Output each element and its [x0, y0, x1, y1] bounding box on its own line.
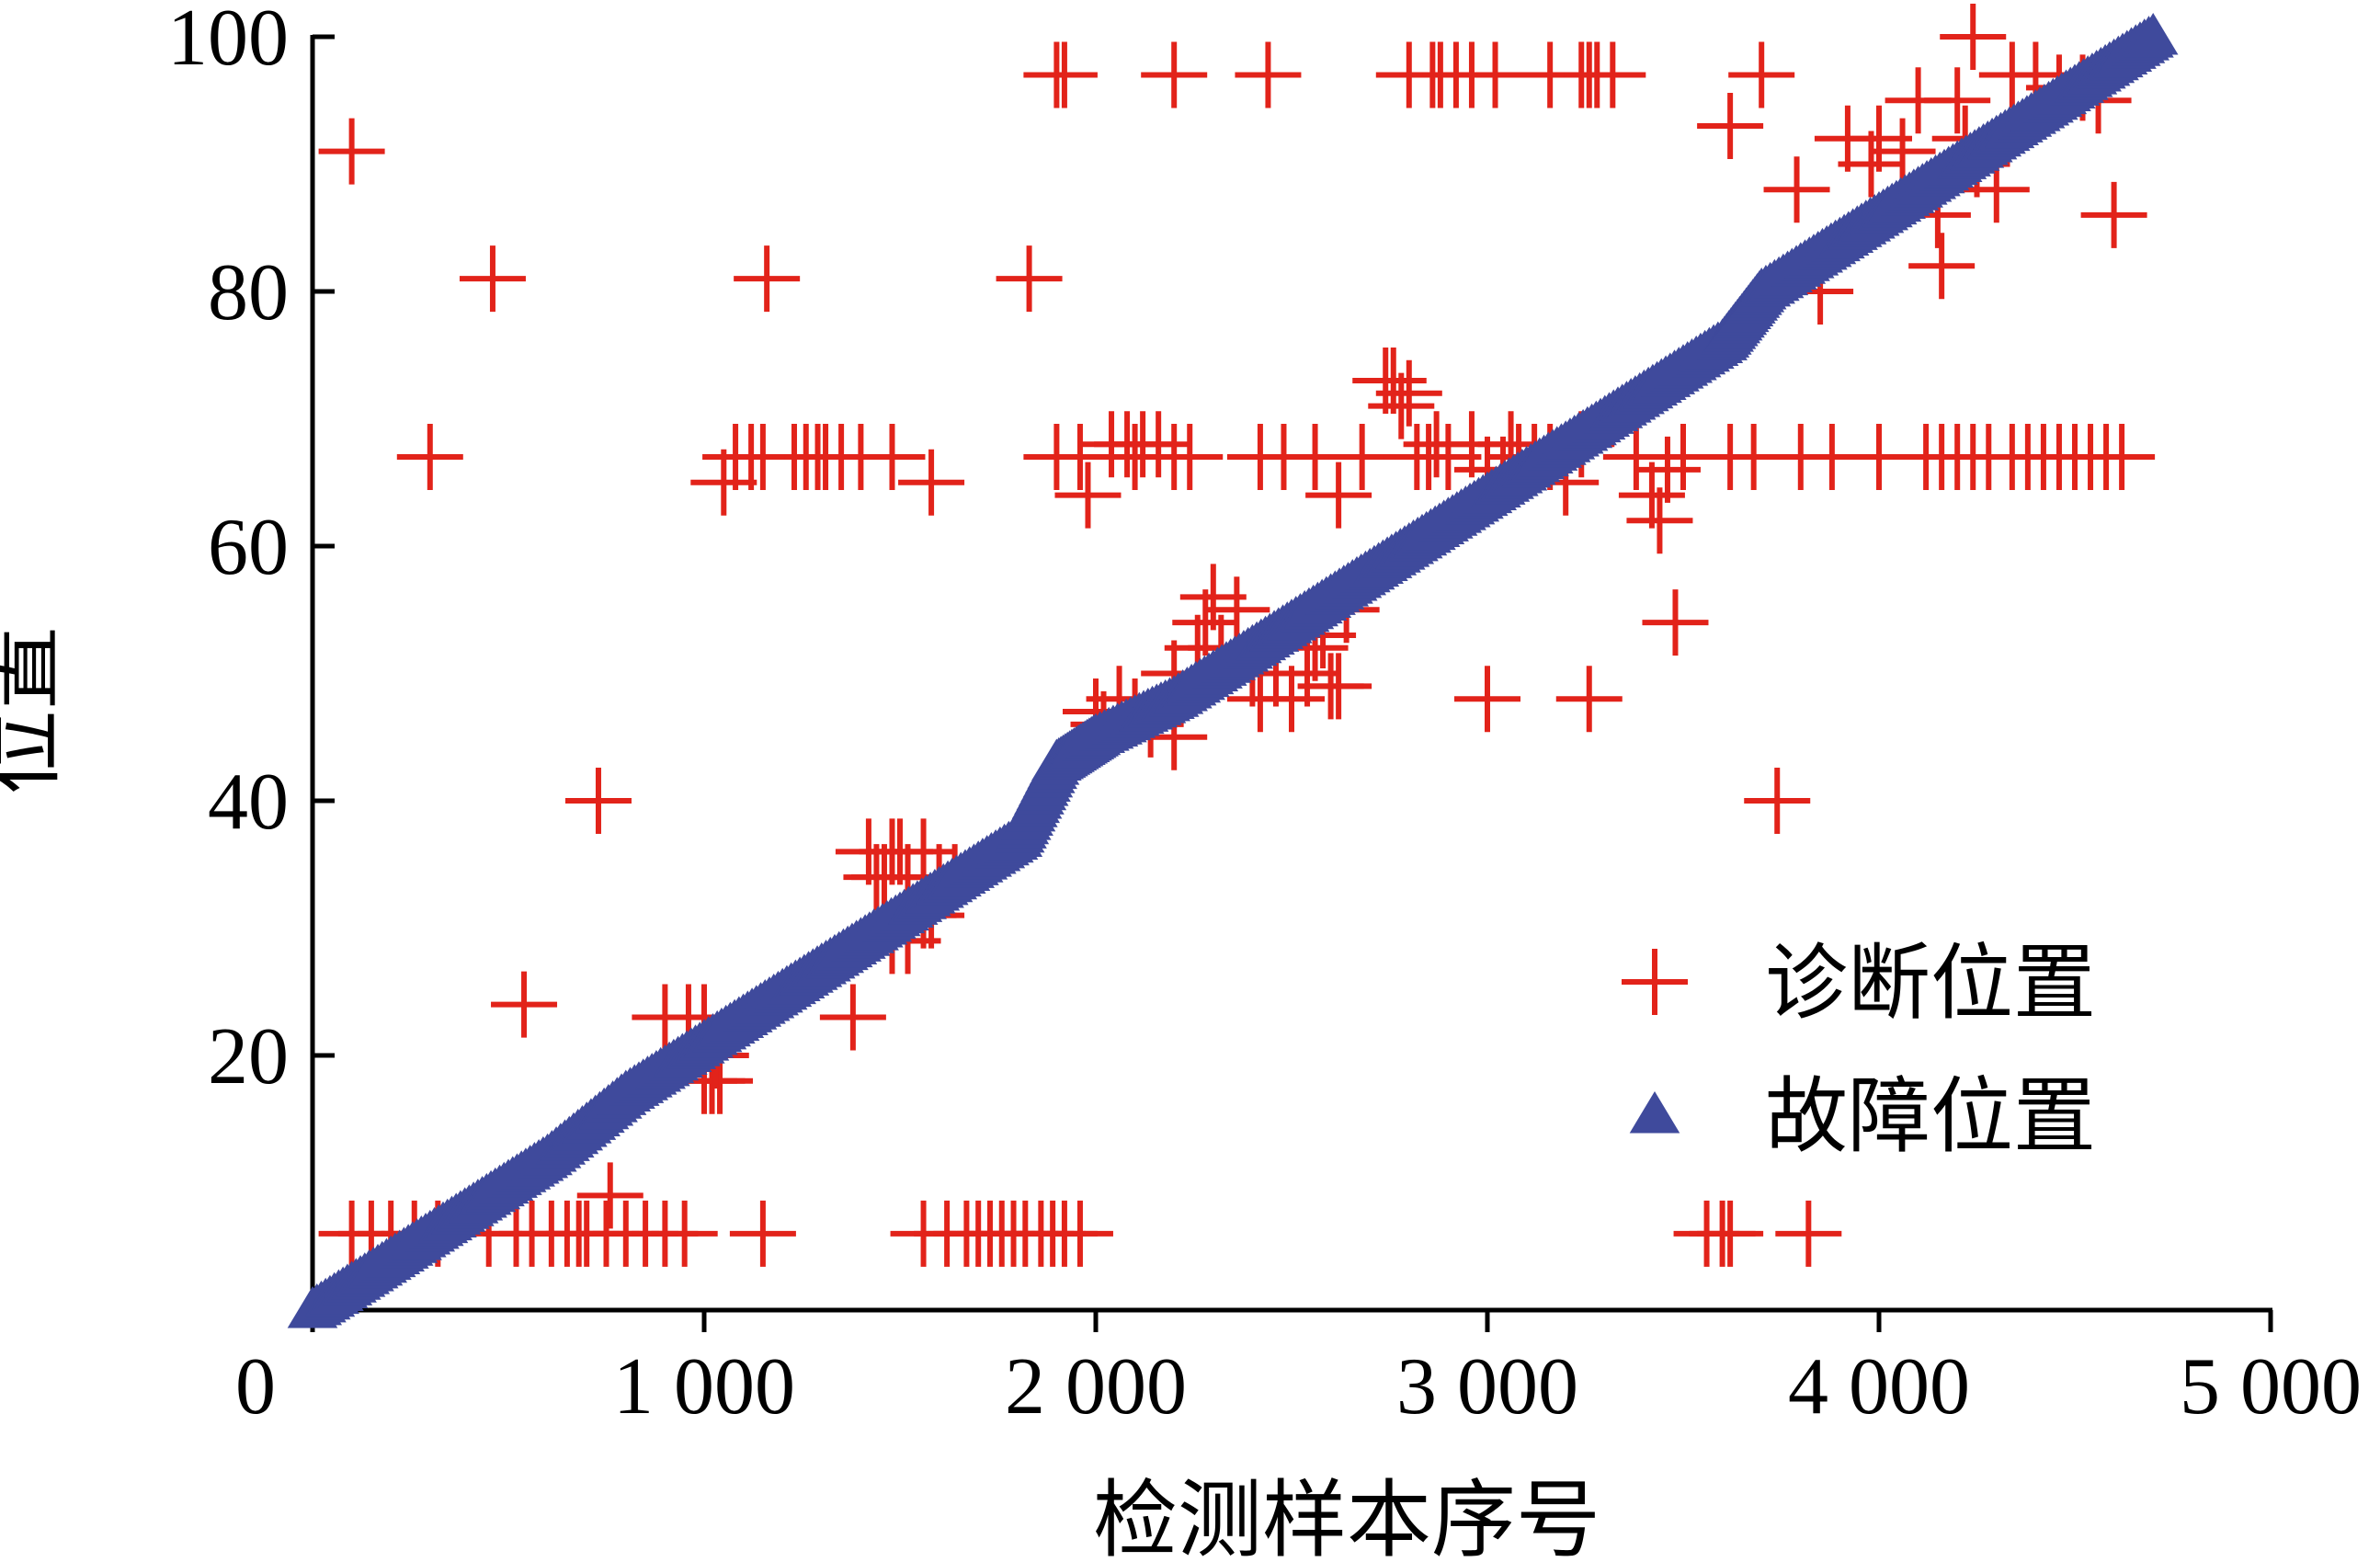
diagnosis-point	[396, 424, 463, 491]
diagnosis-point	[1940, 4, 2007, 70]
diagnosis-point	[1838, 131, 1905, 198]
diagnosis-point	[2080, 181, 2147, 248]
diagnosis-point	[1618, 462, 1685, 529]
diagnosis-point	[1258, 666, 1325, 733]
x-tick-label: 2 000	[1005, 1342, 1187, 1431]
diagnosis-point	[1305, 462, 1372, 529]
diagnosis-point	[459, 245, 526, 313]
legend-diagnosis-label: 诊断位置	[1765, 935, 2096, 1032]
diagnosis-point	[859, 424, 926, 491]
diagnosis-point	[491, 971, 558, 1038]
diagnosis-point	[734, 245, 801, 313]
diagnosis-point	[996, 245, 1063, 313]
diagnosis-point	[729, 1200, 796, 1267]
diagnosis-point	[1046, 1200, 1113, 1267]
diagnosis-point	[564, 768, 632, 834]
x-tick-label: 4 000	[1788, 1342, 1970, 1431]
diagnosis-point	[2089, 424, 2156, 491]
x-axis-title: 检测样本序号	[1093, 1471, 1600, 1562]
diagnosis-point	[1031, 41, 1098, 108]
diagnosis-point	[1924, 67, 1991, 134]
x-tick-label: 3 000	[1396, 1342, 1578, 1431]
x-tick-label: 1 000	[613, 1342, 795, 1431]
diagnosis-point	[651, 1200, 718, 1267]
diagnosis-point	[1697, 92, 1764, 159]
legend-fault-marker	[1629, 1091, 1680, 1134]
diagnosis-point	[690, 449, 757, 516]
diagnosis-point	[1689, 1200, 1756, 1267]
diagnosis-point	[1368, 372, 1435, 439]
axes: 0 1 000 2 000 3 000 4 000 5 000 20 40 60 80 100	[167, 0, 2362, 1431]
diagnosis-point	[1775, 1200, 1842, 1267]
diagnosis-point	[1908, 233, 1976, 300]
diagnosis-point	[890, 818, 957, 885]
diagnosis-point	[1642, 589, 1709, 656]
diagnosis-point	[898, 449, 965, 516]
legend-diagnosis-marker	[1622, 949, 1688, 1015]
x-tick-label: 0	[235, 1342, 276, 1431]
diagnosis-point	[1728, 41, 1795, 108]
fault-point	[2127, 13, 2179, 55]
diagnosis-point	[1869, 118, 1936, 185]
plot-marks	[287, 4, 2179, 1328]
diagnosis-point	[1305, 653, 1372, 720]
diagnosis-point	[1626, 487, 1693, 554]
diagnosis-point	[1579, 41, 1646, 108]
y-tick-label: 40	[208, 758, 289, 847]
diagnosis-point	[1141, 41, 1208, 108]
diagnosis-point	[1763, 156, 1830, 223]
diagnosis-point	[1054, 462, 1122, 529]
diagnosis-point	[1454, 666, 1520, 733]
y-tick-label: 100	[167, 0, 289, 83]
y-tick-label: 80	[208, 248, 289, 337]
y-tick-label: 60	[208, 503, 289, 592]
diagnosis-point	[318, 118, 385, 185]
diagnosis-point	[1555, 666, 1623, 733]
diagnosis-point	[1744, 768, 1811, 834]
diagnosis-point	[819, 984, 886, 1051]
diagnosis-point	[576, 1162, 643, 1229]
diagnosis-point	[1360, 347, 1427, 414]
diagnosis-point	[1172, 589, 1239, 656]
diagnosis-point	[1634, 436, 1701, 503]
diagnosis-point	[1375, 359, 1442, 427]
y-tick-label: 20	[208, 1012, 289, 1101]
y-axis-title: 位置	[0, 625, 71, 794]
legend-fault-label: 故障位置	[1765, 1068, 2096, 1165]
x-tick-label: 5 000	[2180, 1342, 2362, 1431]
diagnosis-point	[1125, 411, 1192, 478]
diagnosis-point	[1203, 576, 1270, 644]
diagnosis-point	[1156, 424, 1224, 491]
diagnosis-point	[1235, 41, 1302, 108]
